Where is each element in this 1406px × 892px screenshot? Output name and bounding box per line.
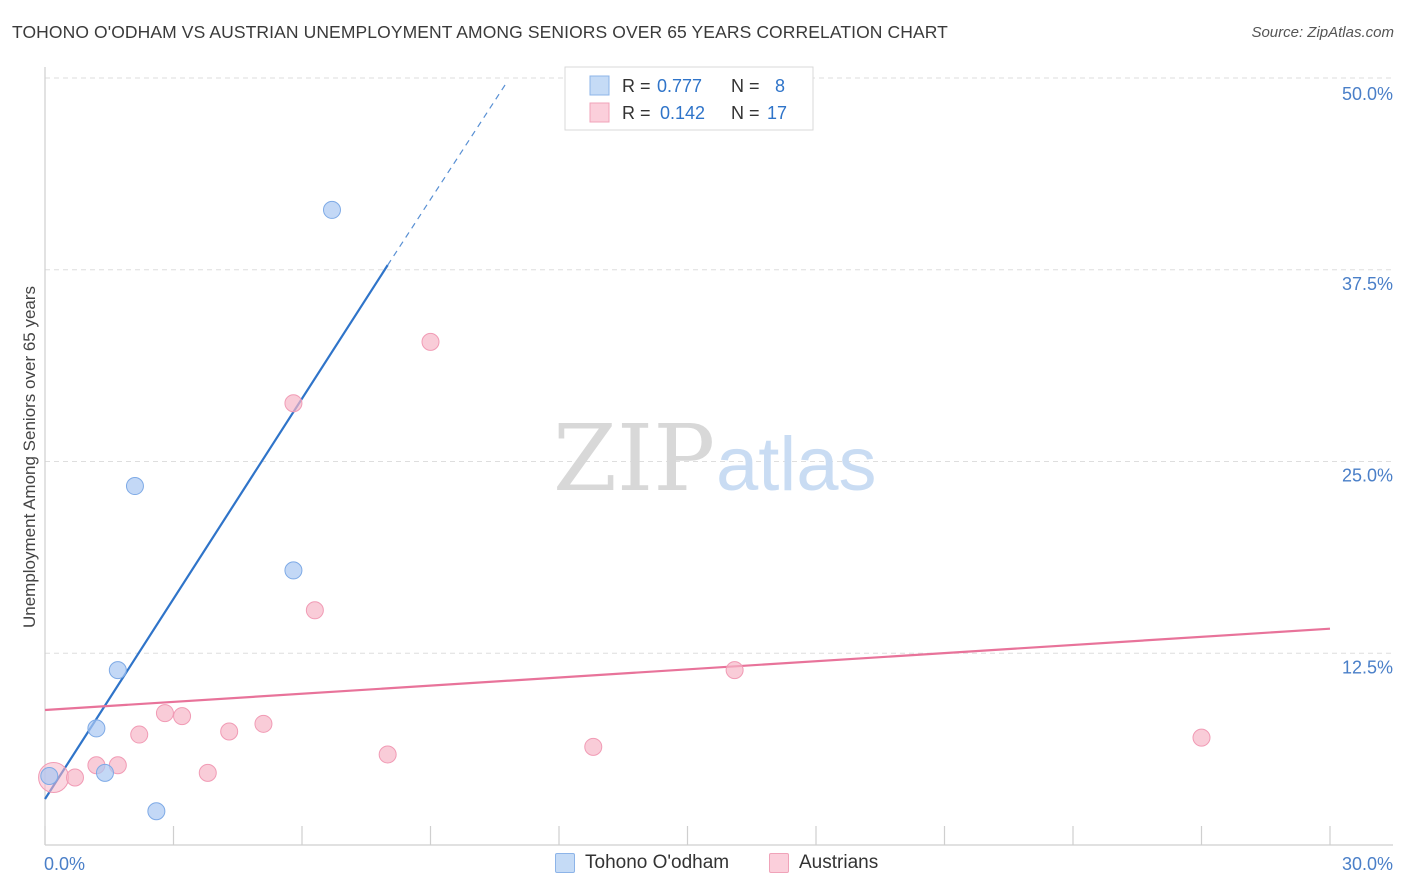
y-tick-label: 25.0% [1342,466,1393,486]
y-axis-label: Unemployment Among Seniors over 65 years [20,286,39,628]
legend-swatch [555,853,575,873]
trend-line-extension-tohono [387,80,509,266]
stat-n-value-austrians: 17 [767,103,787,123]
data-point-tohono [322,200,341,219]
legend-item-tohono[interactable]: Tohono O'odham [555,852,729,874]
data-point-austrians [155,704,174,723]
x-tick-label: 0.0% [44,854,85,874]
data-point-tohono [108,661,127,680]
y-tick-label: 12.5% [1342,657,1393,677]
source-note: Source: ZipAtlas.com [1251,24,1394,41]
data-point-austrians [378,745,397,764]
trend-line-tohono [44,264,389,800]
stat-r-label-2: R = [622,103,651,123]
stat-n-value-tohono: 8 [775,76,785,96]
legend-swatch-tohono [589,75,610,96]
data-point-austrians [421,332,440,351]
stat-n-label-2: N = [731,103,760,123]
watermark-atlas: atlas [716,422,877,507]
x-tick-label: 30.0% [1342,854,1393,874]
stats-legend: R = 0.777 N = 8 R = 0.142 N = 17 [564,66,814,131]
data-point-austrians [1192,728,1211,747]
stat-r-value-austrians: 0.142 [660,103,705,123]
data-point-austrians [198,763,217,782]
data-point-tohono [284,561,303,580]
watermark: ZIP atlas [553,405,877,512]
axes [44,67,1393,846]
legend-item-austrians[interactable]: Austrians [769,852,878,874]
watermark-zip: ZIP [553,405,715,512]
legend-swatch-austrians [589,102,610,123]
data-point-austrians [173,707,192,726]
data-point-austrians [254,714,273,733]
data-point-tohono [40,766,59,785]
data-point-austrians [130,725,149,744]
data-point-austrians [284,394,303,413]
trend-lines [44,80,1331,800]
stat-r-value-tohono: 0.777 [657,76,702,96]
data-point-austrians [305,601,324,620]
data-points [38,200,1211,821]
data-point-tohono [87,719,106,738]
stat-n-label-1: N = [731,76,760,96]
data-point-tohono [125,477,144,496]
stat-r-label-1: R = [622,76,651,96]
data-point-austrians [725,661,744,680]
legend-label-austrians: Austrians [799,852,879,873]
legend-label-tohono: Tohono O'odham [585,852,730,873]
legend-swatch [769,853,789,873]
data-point-austrians [584,737,603,756]
trend-line-austrians [44,627,1331,712]
data-point-tohono [95,763,114,782]
y-tick-label: 50.0% [1342,84,1393,104]
chart-title: TOHONO O'ODHAM VS AUSTRIAN UNEMPLOYMENT … [12,22,948,42]
data-point-austrians [220,722,239,741]
data-point-tohono [147,802,166,821]
data-point-austrians [65,768,84,787]
grid-lines [45,77,1392,654]
tick-labels: 12.5% 25.0% 37.5% 50.0% 0.0% 30.0% [44,84,1393,874]
y-tick-label: 37.5% [1342,274,1393,294]
